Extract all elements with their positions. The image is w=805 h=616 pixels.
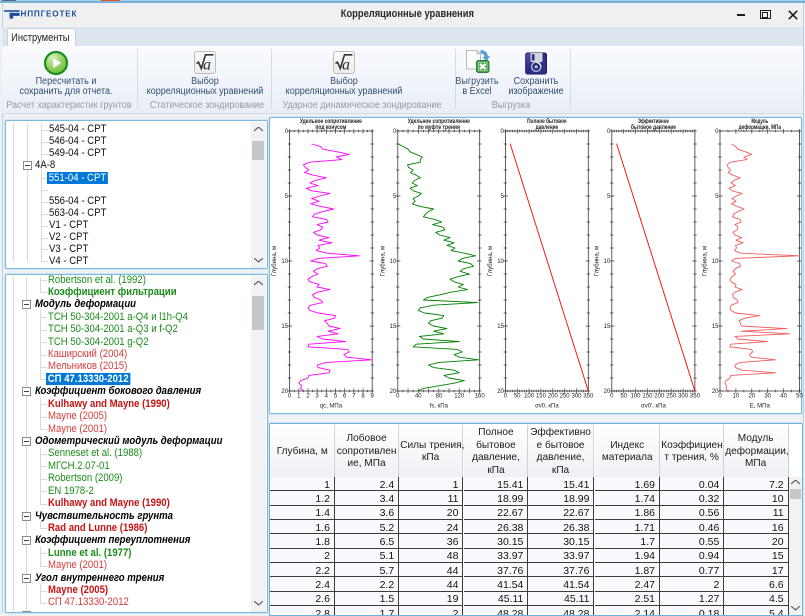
- svg-text:50: 50: [514, 393, 521, 399]
- svg-text:fs, кПа: fs, кПа: [430, 403, 449, 409]
- svg-text:0: 0: [288, 393, 292, 399]
- svg-text:4: 4: [325, 393, 329, 399]
- svg-text:под конусом: под конусом: [315, 124, 346, 130]
- svg-text:200: 200: [654, 393, 665, 399]
- svg-text:160: 160: [475, 393, 486, 399]
- svg-text:2: 2: [306, 393, 310, 399]
- svg-text:давление: давление: [536, 124, 559, 130]
- svg-text:10: 10: [497, 259, 504, 265]
- svg-text:350: 350: [690, 393, 701, 399]
- svg-text:Глубина, м: Глубина, м: [272, 245, 278, 275]
- svg-text:Удельное сопротивление: Удельное сопротивление: [300, 118, 363, 124]
- svg-text:250: 250: [666, 393, 677, 399]
- svg-text:0: 0: [504, 393, 508, 399]
- svg-text:8: 8: [361, 393, 365, 399]
- svg-text:1: 1: [297, 393, 301, 399]
- svg-text:50: 50: [620, 393, 627, 399]
- svg-text:9: 9: [371, 393, 375, 399]
- svg-text:15: 15: [281, 324, 288, 330]
- svg-text:250: 250: [560, 393, 571, 399]
- svg-text:0: 0: [285, 129, 289, 135]
- svg-text:Модуль: Модуль: [751, 118, 768, 124]
- svg-text:6: 6: [343, 393, 347, 399]
- svg-text:0: 0: [396, 393, 400, 399]
- svg-text:0: 0: [718, 393, 722, 399]
- svg-text:a: a: [342, 57, 350, 74]
- svg-text:300: 300: [678, 393, 689, 399]
- svg-text:150: 150: [536, 393, 547, 399]
- svg-text:7: 7: [352, 393, 356, 399]
- svg-text:5: 5: [607, 194, 611, 200]
- svg-text:10: 10: [604, 259, 611, 265]
- svg-text:20: 20: [712, 389, 719, 395]
- svg-text:15: 15: [604, 324, 611, 330]
- svg-text:Глубина, м: Глубина, м: [703, 245, 709, 275]
- svg-text:Глубина, м: Глубина, м: [380, 245, 386, 275]
- svg-text:a: a: [203, 57, 211, 74]
- svg-text:0: 0: [607, 129, 611, 135]
- svg-text:20: 20: [497, 389, 504, 395]
- svg-text:5: 5: [715, 194, 719, 200]
- svg-text:40: 40: [415, 393, 422, 399]
- svg-text:по муфте трения: по муфте трения: [418, 123, 461, 130]
- svg-text:НППГЕОТЕК: НППГЕОТЕК: [21, 10, 78, 19]
- svg-text:350: 350: [583, 393, 594, 399]
- svg-text:5: 5: [334, 393, 338, 399]
- svg-text:15: 15: [497, 324, 504, 330]
- svg-text:15: 15: [712, 324, 719, 330]
- svg-text:0: 0: [501, 129, 505, 135]
- svg-text:10: 10: [281, 259, 288, 265]
- svg-text:10: 10: [733, 393, 740, 399]
- svg-text:120: 120: [454, 393, 465, 399]
- svg-text:Удельное сопротивление: Удельное сопротивление: [408, 118, 471, 124]
- svg-text:50: 50: [796, 393, 803, 399]
- svg-text:15: 15: [390, 324, 397, 330]
- svg-text:100: 100: [524, 393, 535, 399]
- svg-text:Полное бытовое: Полное бытовое: [527, 118, 567, 125]
- svg-text:300: 300: [571, 393, 582, 399]
- svg-text:0: 0: [715, 129, 719, 135]
- svg-text:σv0, кПа: σv0, кПа: [535, 403, 559, 409]
- svg-text:200: 200: [548, 393, 559, 399]
- svg-text:σv0', кПа: σv0', кПа: [641, 403, 666, 409]
- svg-text:20: 20: [281, 389, 288, 395]
- svg-text:5: 5: [501, 194, 505, 200]
- svg-text:10: 10: [390, 259, 397, 265]
- svg-text:5: 5: [285, 194, 289, 200]
- svg-text:Глубина, м: Глубина, м: [594, 245, 600, 275]
- svg-text:20: 20: [604, 389, 611, 395]
- svg-text:100: 100: [630, 393, 641, 399]
- svg-text:Глубина, м: Глубина, м: [488, 245, 494, 275]
- svg-text:деформации, МПа: деформации, МПа: [739, 123, 782, 130]
- svg-text:Эффективное: Эффективное: [638, 118, 669, 125]
- svg-text:бытовое давление: бытовое давление: [631, 123, 677, 130]
- svg-text:80: 80: [435, 393, 442, 399]
- svg-text:3: 3: [315, 393, 319, 399]
- svg-text:E, МПа: E, МПа: [750, 403, 771, 409]
- svg-text:40: 40: [780, 393, 787, 399]
- svg-text:150: 150: [642, 393, 653, 399]
- svg-text:5: 5: [393, 194, 397, 200]
- svg-text:30: 30: [764, 393, 771, 399]
- svg-text:20: 20: [390, 389, 397, 395]
- svg-text:qc, МПа: qc, МПа: [320, 403, 343, 409]
- svg-text:20: 20: [748, 393, 755, 399]
- svg-text:10: 10: [712, 259, 719, 265]
- svg-text:0: 0: [610, 393, 614, 399]
- svg-text:0: 0: [393, 129, 397, 135]
